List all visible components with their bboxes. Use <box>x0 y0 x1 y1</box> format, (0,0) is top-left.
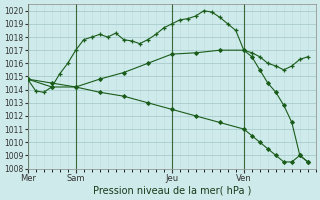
X-axis label: Pression niveau de la mer( hPa ): Pression niveau de la mer( hPa ) <box>92 186 251 196</box>
